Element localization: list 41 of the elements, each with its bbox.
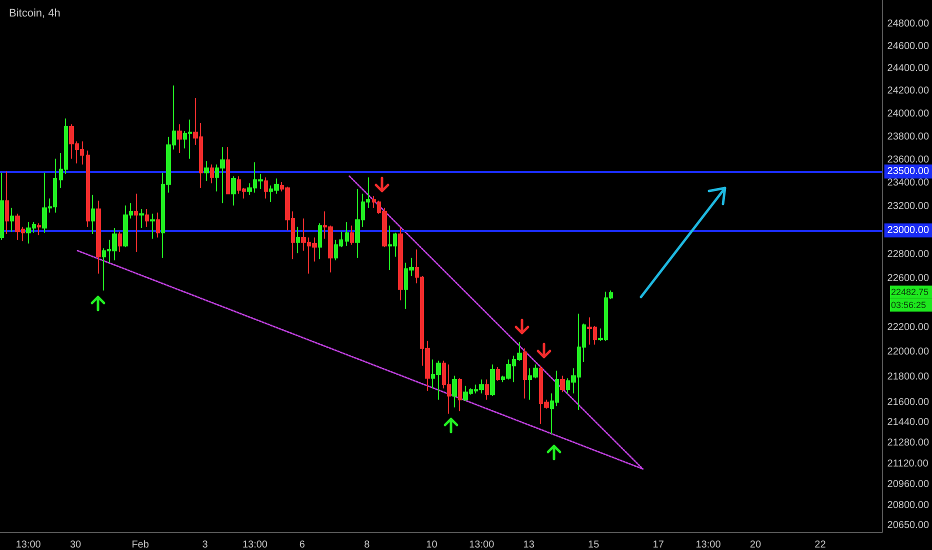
x-tick-label: 17 — [652, 540, 664, 550]
text: 03:56:25 — [891, 300, 926, 310]
x-tick-label: Feb — [132, 540, 150, 550]
x-tick-label: 30 — [70, 540, 82, 550]
y-tick-label: 23200.00 — [887, 201, 930, 212]
x-tick-label: 13 — [523, 540, 535, 550]
x-tick-label: 13:00 — [696, 540, 722, 550]
x-tick-label: 6 — [299, 540, 306, 550]
y-tick-label: 22200.00 — [887, 322, 930, 333]
y-tick-label: 23800.00 — [887, 131, 930, 142]
y-tick-label: 20650.00 — [887, 520, 930, 531]
y-tick-label: 21800.00 — [887, 372, 930, 383]
x-tick-label: 13:00 — [242, 540, 268, 550]
y-tick-label: 24400.00 — [887, 63, 930, 74]
text: Bitcoin, 4h — [9, 8, 60, 20]
x-tick-label: 8 — [364, 540, 370, 550]
y-tick-label: 21120.00 — [887, 458, 929, 470]
y-tick-label: 24200.00 — [887, 86, 930, 97]
y-tick-label: 22600.00 — [887, 272, 930, 284]
y-tick-label: 20800.00 — [887, 500, 930, 512]
x-tick-label: 3 — [202, 540, 208, 550]
y-tick-label: 24000.00 — [887, 108, 930, 120]
y-tick-label: 24800.00 — [887, 18, 930, 30]
y-tick-label: 22800.00 — [887, 248, 930, 260]
x-tick-label: 20 — [750, 540, 762, 550]
x-tick-label: 13:00 — [469, 540, 495, 550]
x-tick-label: 15 — [588, 540, 600, 550]
y-tick-label: 24600.00 — [887, 40, 930, 52]
y-tick-label: 22000.00 — [887, 346, 930, 358]
y-tick-label: 23400.00 — [887, 178, 930, 189]
text: 22482.75 — [891, 287, 929, 298]
y-tick-label: 21600.00 — [887, 396, 930, 408]
x-tick-label: 10 — [426, 540, 438, 550]
ref-line-label: 23000.00 — [887, 224, 930, 236]
y-tick-label: 20960.00 — [887, 479, 930, 490]
x-tick-label: 22 — [814, 540, 826, 550]
ref-line-label: 23500.00 — [887, 166, 930, 178]
y-tick-label: 21440.00 — [887, 417, 930, 428]
x-tick-label: 13:00 — [16, 540, 42, 550]
y-tick-label: 21280.00 — [887, 438, 930, 449]
y-tick-label: 23600.00 — [887, 154, 930, 166]
